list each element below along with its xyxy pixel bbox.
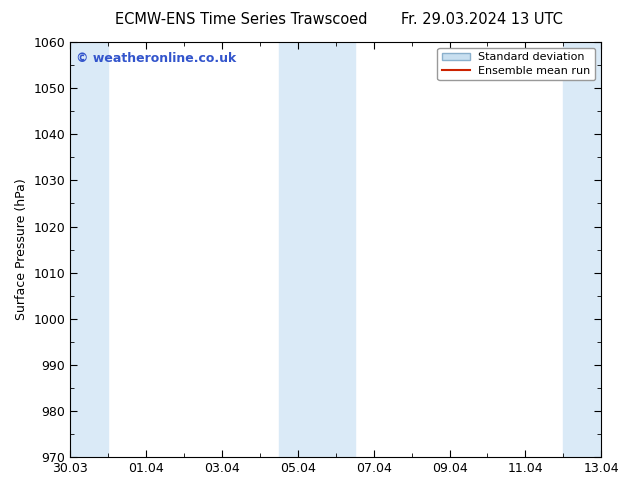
Y-axis label: Surface Pressure (hPa): Surface Pressure (hPa) [15,179,28,320]
Text: Fr. 29.03.2024 13 UTC: Fr. 29.03.2024 13 UTC [401,12,563,27]
Bar [563,42,620,457]
Text: © weatheronline.co.uk: © weatheronline.co.uk [75,52,236,66]
Legend: Standard deviation, Ensemble mean run: Standard deviation, Ensemble mean run [437,48,595,80]
Text: ECMW-ENS Time Series Trawscoed: ECMW-ENS Time Series Trawscoed [115,12,367,27]
Bar [279,42,354,457]
Bar [51,42,108,457]
